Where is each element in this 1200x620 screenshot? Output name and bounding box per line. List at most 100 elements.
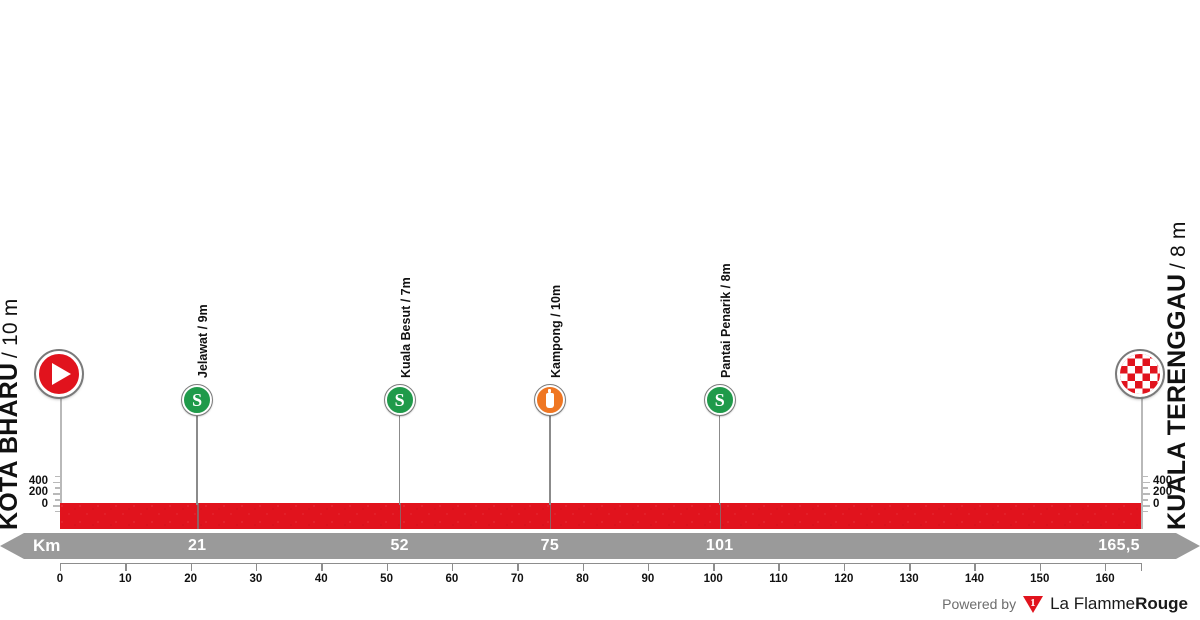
scale-tick-label: 80 [576, 573, 589, 585]
y-axis-tick-label: 400 [1153, 474, 1173, 487]
scale-tick-label: 90 [641, 573, 655, 585]
scale-tick-label: 10 [118, 573, 132, 585]
scale-tick [255, 563, 258, 571]
y-axis-major-tick [53, 481, 60, 484]
km-ribbon-label: 165,5 [1098, 537, 1140, 554]
scale-tick [451, 563, 454, 571]
y-axis-major-tick [1142, 481, 1150, 484]
y-axis-minor-tick [1142, 475, 1148, 478]
scale-tick [517, 563, 519, 571]
scale-tick-label: 20 [184, 573, 198, 585]
y-axis-tick-label: 200 [28, 486, 48, 499]
feed-zone-marker[interactable] [533, 384, 566, 416]
profile-segment-divider [549, 503, 552, 529]
scale-tick-label: 160 [1095, 573, 1115, 585]
km-ribbon-label: 101 [705, 537, 734, 554]
y-axis-major-tick [53, 505, 60, 507]
scale-tick [1039, 563, 1042, 571]
sprint-s-icon: S [192, 390, 203, 410]
flamme-rouge-triangle-icon: 1 [1023, 595, 1044, 613]
start-city-label: KOTA BHARU / 10 m [0, 0, 34, 540]
scale-tick-label: 60 [445, 573, 459, 585]
y-axis-tick-label: 0 [41, 498, 48, 510]
y-axis-minor-tick [55, 475, 60, 478]
km-ribbon-label: 21 [187, 537, 207, 554]
feed-zone-bottle-icon [545, 388, 554, 408]
y-axis-minor-tick [55, 487, 60, 490]
scale-tick [713, 563, 715, 571]
y-axis-minor-tick [55, 499, 60, 501]
y-axis-minor-tick [1142, 510, 1148, 513]
y-axis-major-tick [1142, 493, 1150, 495]
y-axis-minor-tick [1142, 499, 1148, 501]
scale-tick [190, 563, 193, 571]
scale-tick [778, 563, 780, 571]
y-axis-minor-tick [55, 510, 60, 513]
scale-tick-label: 120 [834, 573, 854, 585]
y-axis-line [1141, 395, 1143, 529]
sprint-marker[interactable]: S [181, 384, 214, 416]
scale-tick [386, 563, 388, 571]
scale-tick [125, 563, 127, 571]
powered-by-label: Powered by [942, 596, 1017, 612]
km-ribbon-title: Km [33, 536, 61, 555]
poi-stem [549, 412, 551, 505]
scale-tick [974, 563, 976, 571]
poi-stem [196, 412, 198, 505]
profile-segment-divider [399, 503, 402, 529]
scale-tick-label: 30 [249, 573, 263, 585]
scale-tick [843, 563, 846, 571]
km-ribbon-body [0, 533, 1200, 559]
y-axis-minor-tick [1142, 487, 1148, 490]
scale-tick-label: 140 [964, 573, 985, 585]
sprint-marker[interactable]: S [383, 384, 416, 416]
scale-tick [321, 563, 323, 571]
start-city-altitude: / 10 m [0, 298, 22, 359]
brand-prefix: La Flamme [1050, 594, 1136, 613]
km-ribbon-label: 52 [390, 537, 409, 554]
start-city-name: KOTA BHARU [0, 362, 23, 530]
scale-tick [60, 563, 62, 571]
brand-suffix: Rouge [1135, 594, 1188, 613]
y-axis-major-tick [53, 493, 60, 495]
y-axis-tick-label: 0 [1153, 498, 1160, 510]
poi-stem [718, 412, 721, 505]
profile-fill [60, 503, 1141, 529]
finish-city-label: KUALA TERENGGAU / 8 m [1162, 0, 1200, 540]
profile-segment-divider [197, 503, 199, 529]
flamme-rouge-badge-number: 1 [1030, 596, 1036, 609]
start-marker-icon [34, 349, 84, 399]
flamme-rouge-wordmark: La FlammeRouge [1050, 594, 1188, 614]
finish-marker-icon [1115, 349, 1165, 399]
scale-tick-label: 110 [769, 573, 788, 585]
scale-tick [582, 563, 584, 571]
sprint-s-icon: S [714, 390, 725, 410]
scale-tick-label: 70 [510, 573, 524, 585]
sprint-marker[interactable]: S [703, 384, 736, 416]
scale-tick-label: 100 [703, 573, 723, 585]
scale-tick-label: 40 [314, 573, 328, 585]
scale-tick-label: 50 [380, 573, 393, 585]
play-icon [52, 363, 71, 385]
sprint-s-icon: S [394, 390, 405, 410]
scale-tick [909, 563, 911, 571]
poi-stem [398, 412, 401, 505]
finish-city-altitude: / 8 m [1167, 221, 1190, 270]
scale-tick [1105, 563, 1107, 571]
km-ribbon: Km 21 52 75 101 165,5 [0, 533, 1200, 559]
distance-scale-axis: 0 10 20 30 40 50 60 70 80 90 100 110 120 130 140 150 160 [0, 563, 1200, 593]
footer-branding: Powered by 1 La FlammeRouge [942, 594, 1188, 614]
y-axis-line [60, 395, 62, 529]
checkered-flag-icon [1120, 354, 1160, 394]
scale-tick-label: 130 [899, 573, 919, 585]
y-axis-major-tick [1142, 505, 1150, 507]
scale-tick-label: 150 [1030, 573, 1050, 585]
scale-tick-label: 0 [56, 573, 64, 585]
profile-segment-divider [719, 503, 722, 529]
y-axis-tick-label: 200 [1153, 486, 1173, 499]
y-axis-tick-label: 400 [28, 474, 48, 487]
scale-end-tick [1141, 563, 1143, 571]
km-ribbon-label: 75 [540, 537, 560, 554]
scale-tick [647, 563, 650, 571]
